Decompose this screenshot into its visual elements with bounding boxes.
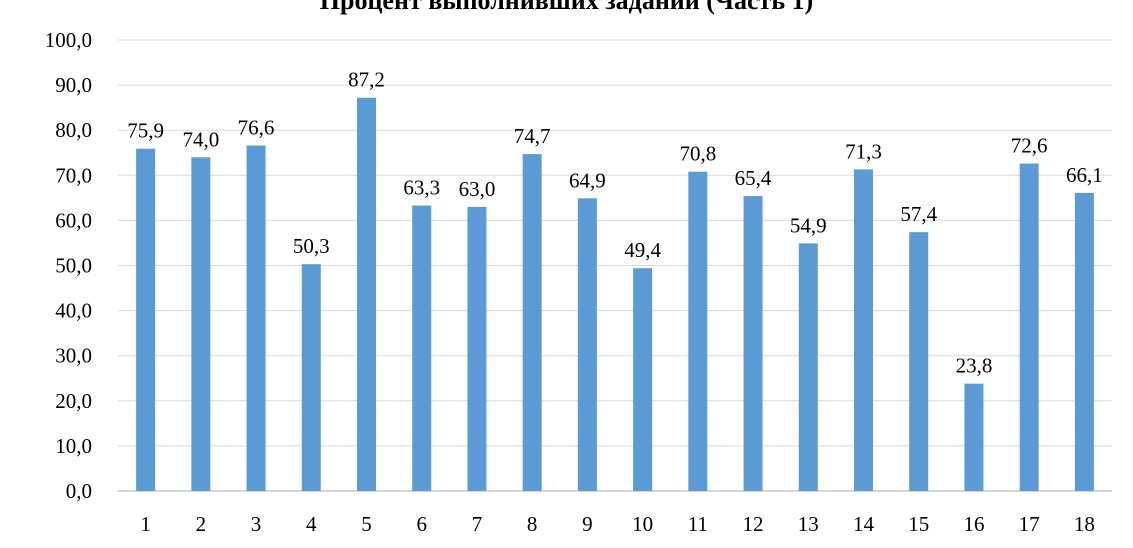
data-label: 54,9 — [790, 213, 827, 237]
data-label: 64,9 — [569, 168, 606, 192]
x-tick-label: 10 — [632, 512, 653, 536]
bar — [577, 198, 597, 491]
y-tick-label: 80,0 — [55, 118, 92, 142]
x-tick-label: 5 — [361, 512, 372, 536]
chart-title: Процент выполнивших заданий (Часть 1) — [319, 0, 814, 15]
bar — [467, 206, 487, 491]
x-tick-label: 7 — [472, 512, 483, 536]
bar — [246, 145, 266, 491]
data-label: 50,3 — [293, 234, 330, 258]
data-label: 74,0 — [182, 127, 219, 151]
bar — [743, 196, 763, 491]
data-label: 76,6 — [238, 116, 275, 140]
x-tick-label: 4 — [306, 512, 317, 536]
grid-lines — [118, 39, 1112, 447]
data-label: 63,3 — [403, 176, 440, 200]
bar — [1019, 163, 1039, 491]
x-tick-label: 2 — [196, 512, 207, 536]
bar — [964, 383, 984, 491]
bar — [798, 243, 818, 491]
bar — [688, 171, 708, 491]
data-label: 72,6 — [1011, 134, 1048, 158]
y-tick-labels: 0,0 10,0 20,0 30,0 40,0 50,0 60,0 70,0 80,0 90,0 1… — [45, 28, 92, 503]
y-tick-label: 0,0 — [66, 479, 92, 503]
x-tick-labels: 1 2 3 4 5 6 7 8 9 10 11 12 13 14 15 16 17 18 — [140, 512, 1095, 536]
y-tick-label: 10,0 — [55, 434, 92, 458]
x-tick-label: 12 — [743, 512, 764, 536]
x-tick-label: 3 — [251, 512, 262, 536]
x-tick-label: 14 — [853, 512, 875, 536]
data-label: 23,8 — [956, 354, 993, 378]
data-labels: 75,9 74,0 76,6 50,3 87,2 63,3 63,0 74,7 64,9 49,4… — [127, 68, 1103, 378]
bar — [633, 268, 653, 491]
x-tick-label: 15 — [908, 512, 929, 536]
bars — [136, 97, 1094, 492]
data-label: 75,9 — [127, 119, 164, 143]
y-tick-label: 50,0 — [55, 254, 92, 278]
data-label: 65,4 — [735, 166, 772, 190]
bar — [301, 264, 321, 491]
x-tick-label: 17 — [1019, 512, 1040, 536]
bar — [357, 97, 376, 491]
bar — [1074, 192, 1094, 491]
data-label: 66,1 — [1066, 163, 1103, 187]
y-tick-label: 70,0 — [55, 163, 92, 187]
x-tick-label: 8 — [527, 512, 538, 536]
x-tick-label: 13 — [798, 512, 819, 536]
data-label: 49,4 — [624, 238, 661, 262]
y-tick-label: 100,0 — [45, 28, 92, 52]
bar — [909, 232, 929, 491]
data-label: 74,7 — [514, 124, 551, 148]
data-label: 71,3 — [845, 139, 882, 163]
x-tick-label: 11 — [688, 512, 708, 536]
bar — [522, 154, 542, 491]
x-tick-label: 18 — [1074, 512, 1095, 536]
data-label: 57,4 — [900, 202, 937, 226]
y-tick-label: 60,0 — [55, 208, 92, 232]
y-tick-label: 20,0 — [55, 389, 92, 413]
y-tick-label: 30,0 — [55, 344, 92, 368]
data-label: 63,0 — [459, 177, 496, 201]
bar — [191, 157, 211, 491]
y-tick-label: 40,0 — [55, 299, 92, 323]
data-label: 70,8 — [679, 142, 716, 166]
x-tick-label: 6 — [416, 512, 427, 536]
x-tick-label: 1 — [140, 512, 151, 536]
x-tick-label: 16 — [963, 512, 984, 536]
data-label: 87,2 — [348, 68, 385, 92]
x-tick-label: 9 — [582, 512, 593, 536]
bar — [136, 148, 156, 492]
y-tick-label: 90,0 — [55, 73, 92, 97]
bar — [412, 205, 432, 491]
bar — [854, 169, 873, 491]
